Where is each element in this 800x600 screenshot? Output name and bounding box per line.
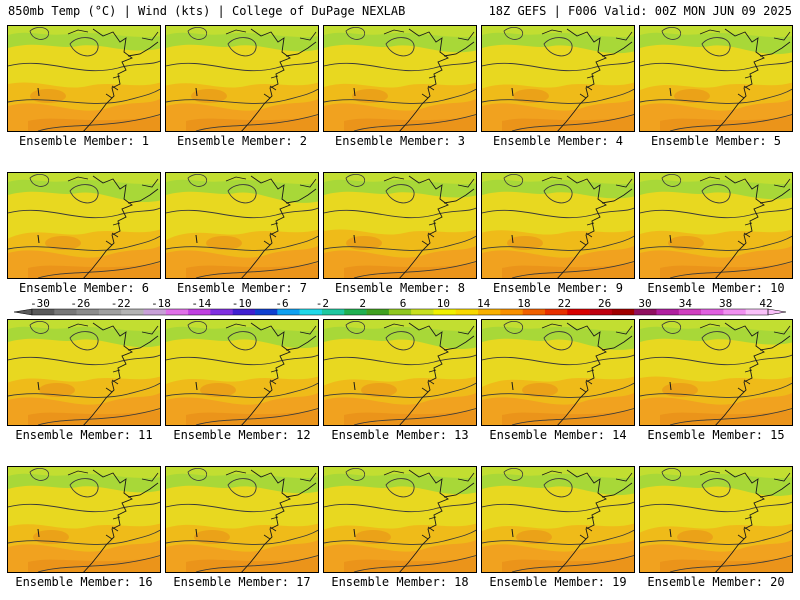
colorbar-segment [745, 309, 769, 315]
map-title: 850mb Temp (°C) | Wind (kts) | College o… [8, 4, 406, 18]
colorbar-tick-label: 14 [477, 297, 491, 310]
colorbar-tick-label: -10 [231, 297, 252, 310]
colorbar-segment [544, 309, 568, 315]
colorbar-tick-label: 18 [517, 297, 531, 310]
colorbar-segment [98, 309, 122, 315]
ensemble-member-caption: Ensemble Member: 1 [18, 134, 150, 148]
colorbar-segment [165, 309, 189, 315]
colorbar-segment [411, 309, 434, 315]
colorbar-segment [143, 309, 167, 315]
colorbar-segment [611, 309, 635, 315]
ensemble-member-caption: Ensemble Member: 7 [176, 281, 308, 295]
colorbar-segment [232, 309, 256, 315]
ensemble-member-caption: Ensemble Member: 4 [492, 134, 624, 148]
colorbar-segment [589, 309, 613, 315]
colorbar-segment [188, 309, 211, 315]
colorbar-tick-label: -30 [30, 297, 50, 310]
ensemble-member-caption: Ensemble Member: 5 [650, 134, 782, 148]
colorbar-segment [277, 309, 300, 315]
colorbar-segment [321, 309, 345, 315]
colorbar-segment [76, 309, 100, 315]
colorbar-segment [210, 309, 234, 315]
colorbar-tick-label: -6 [275, 297, 289, 310]
colorbar-segment [255, 309, 278, 315]
ensemble-member-caption: Ensemble Member: 16 [15, 575, 153, 589]
ensemble-member-map [481, 466, 635, 573]
colorbar-tick-label: 34 [678, 297, 692, 310]
ensemble-member-caption: Ensemble Member: 12 [173, 428, 311, 442]
colorbar-tick-label: 6 [399, 297, 407, 310]
colorbar-tick-label: -26 [70, 297, 91, 310]
colorbar-segment [455, 309, 479, 315]
colorbar-tick-label: 30 [638, 297, 652, 310]
colorbar-segment [567, 309, 590, 315]
colorbar-tick-label: -22 [110, 297, 131, 310]
ensemble-member-caption: Ensemble Member: 20 [647, 575, 785, 589]
ensemble-member-map [639, 172, 793, 279]
ensemble-member-map [7, 319, 161, 426]
ensemble-member-caption: Ensemble Member: 18 [331, 575, 469, 589]
colorbar-segment [299, 309, 323, 315]
ensemble-member-caption: Ensemble Member: 17 [173, 575, 311, 589]
ensemble-member-map [165, 466, 319, 573]
colorbar-segment [121, 309, 144, 315]
colorbar-segment [701, 309, 724, 315]
ensemble-member-caption: Ensemble Member: 19 [489, 575, 627, 589]
ensemble-member-map [165, 172, 319, 279]
ensemble-member-caption: Ensemble Member: 8 [334, 281, 466, 295]
colorbar-segment [32, 309, 55, 315]
colorbar-segment [344, 309, 367, 315]
colorbar-segment [478, 309, 501, 315]
colorbar-tick-label: -14 [191, 297, 212, 310]
colorbar-segment [54, 309, 77, 315]
model-valid-time: 18Z GEFS | F006 Valid: 00Z MON JUN 09 20… [488, 4, 792, 18]
colorbar-segment [634, 309, 657, 315]
ensemble-member-map [639, 319, 793, 426]
colorbar-segment [366, 309, 390, 315]
ensemble-member-map [323, 319, 477, 426]
colorbar-segment [433, 309, 457, 315]
ensemble-member-caption: Ensemble Member: 14 [489, 428, 627, 442]
ensemble-member-map [323, 172, 477, 279]
colorbar-tick-label: -18 [151, 297, 171, 310]
ensemble-member-map [7, 466, 161, 573]
ensemble-member-caption: Ensemble Member: 11 [15, 428, 153, 442]
colorbar-segment [678, 309, 702, 315]
colorbar-tick-label: 10 [436, 297, 450, 310]
ensemble-member-caption: Ensemble Member: 2 [176, 134, 308, 148]
colorbar-segment [656, 309, 680, 315]
ensemble-member-caption: Ensemble Member: 10 [647, 281, 785, 295]
ensemble-member-caption: Ensemble Member: 15 [647, 428, 785, 442]
ensemble-member-map [639, 25, 793, 132]
colorbar-segment [522, 309, 546, 315]
colorbar-tick-label: 2 [359, 297, 366, 310]
colorbar-tick-label: 42 [759, 297, 773, 310]
colorbar-tick-label: 22 [557, 297, 571, 310]
ensemble-member-map [323, 25, 477, 132]
ensemble-member-map [323, 466, 477, 573]
ensemble-member-caption: Ensemble Member: 13 [331, 428, 469, 442]
colorbar-tick-label: -2 [315, 297, 329, 310]
ensemble-member-map [165, 25, 319, 132]
ensemble-member-map [481, 25, 635, 132]
colorbar-segment [723, 309, 746, 315]
ensemble-member-map [481, 319, 635, 426]
ensemble-member-caption: Ensemble Member: 9 [492, 281, 624, 295]
ensemble-member-map [639, 466, 793, 573]
ensemble-member-caption: Ensemble Member: 6 [18, 281, 150, 295]
colorbar-segment [388, 309, 412, 315]
colorbar-segment [500, 309, 523, 315]
temperature-colorbar [13, 308, 787, 316]
ensemble-member-caption: Ensemble Member: 3 [334, 134, 466, 148]
colorbar-tick-label: 26 [598, 297, 612, 310]
ensemble-member-map [165, 319, 319, 426]
ensemble-member-map [481, 172, 635, 279]
ensemble-member-map [7, 172, 161, 279]
colorbar-tick-label: 38 [719, 297, 733, 310]
ensemble-member-map [7, 25, 161, 132]
